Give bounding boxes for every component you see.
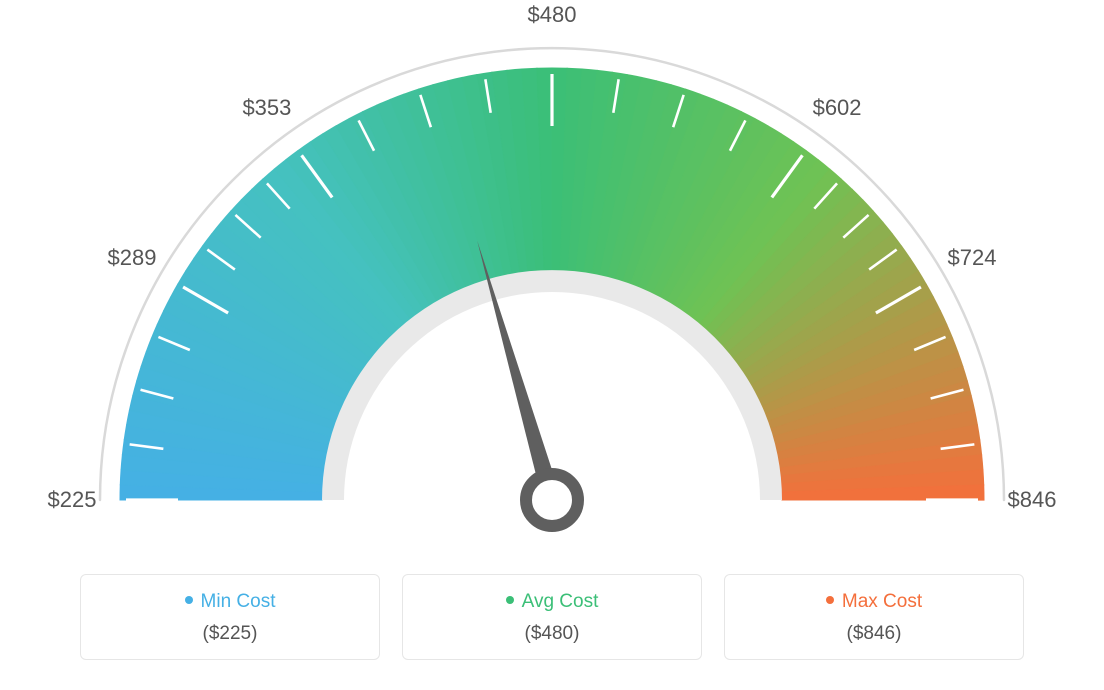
gauge-tick-label: $480 (528, 2, 577, 28)
gauge-area: $225 $289 $353 $480 $602 $724 $846 (0, 0, 1104, 560)
cost-gauge-chart: $225 $289 $353 $480 $602 $724 $846 Min Cost ($… (0, 0, 1104, 690)
gauge-tick-label: $289 (107, 245, 156, 271)
legend-row: Min Cost ($225) Avg Cost ($480) Max Cost… (0, 574, 1104, 660)
legend-dot-avg (506, 596, 514, 604)
legend-title-max: Max Cost (735, 591, 1013, 613)
legend-value-max: ($846) (735, 623, 1013, 645)
gauge-tick-label: $846 (1008, 487, 1057, 513)
legend-card-avg: Avg Cost ($480) (402, 574, 702, 660)
legend-title-min-text: Min Cost (201, 591, 276, 612)
legend-title-max-text: Max Cost (842, 591, 922, 612)
legend-card-min: Min Cost ($225) (80, 574, 380, 660)
legend-title-avg: Avg Cost (413, 591, 691, 613)
legend-dot-min (185, 596, 193, 604)
legend-card-max: Max Cost ($846) (724, 574, 1024, 660)
gauge-tick-label: $602 (813, 95, 862, 121)
gauge-tick-label: $225 (48, 487, 97, 513)
gauge-svg (0, 0, 1104, 560)
legend-value-avg: ($480) (413, 623, 691, 645)
legend-dot-max (826, 596, 834, 604)
gauge-tick-label: $724 (948, 245, 997, 271)
legend-title-min: Min Cost (91, 591, 369, 613)
gauge-tick-label: $353 (242, 95, 291, 121)
legend-value-min: ($225) (91, 623, 369, 645)
legend-title-avg-text: Avg Cost (522, 591, 599, 612)
